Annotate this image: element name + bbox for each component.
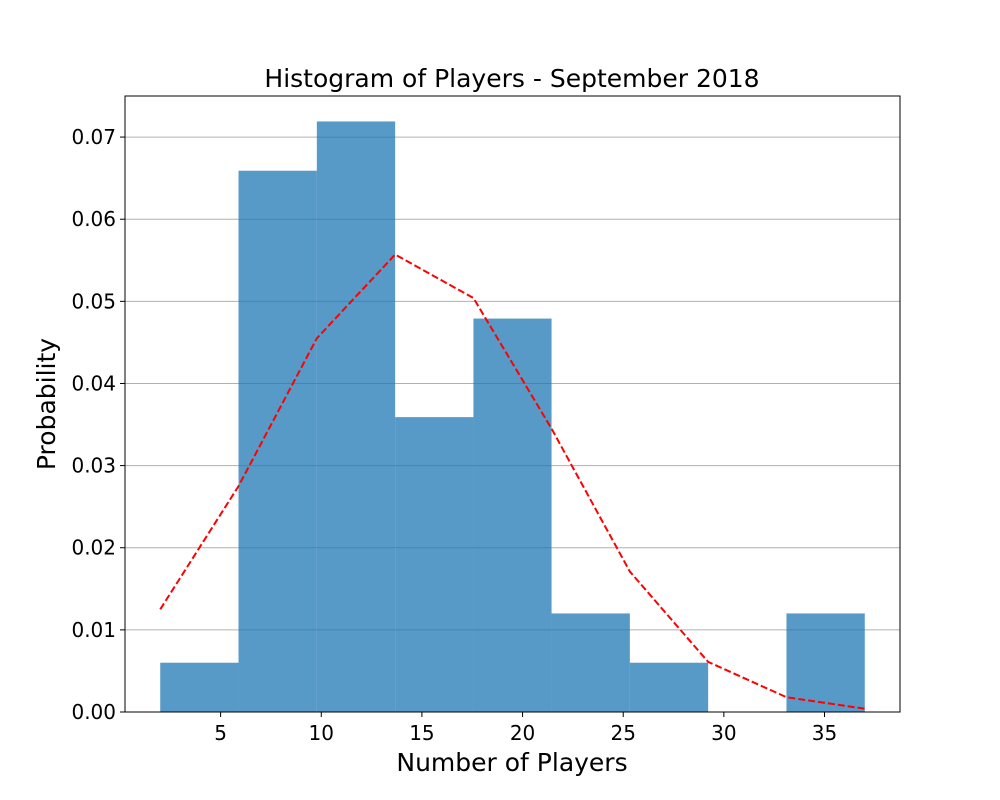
y-tick-label: 0.03 bbox=[71, 454, 116, 478]
x-tick-label: 5 bbox=[214, 721, 227, 745]
histogram-bar bbox=[238, 170, 317, 712]
density-curve-line bbox=[159, 253, 865, 710]
y-tick-label: 0.04 bbox=[71, 371, 116, 395]
histogram-bar bbox=[160, 662, 239, 712]
x-tick-label: 25 bbox=[610, 721, 635, 745]
histogram-bars bbox=[160, 121, 865, 713]
x-tick-label: 20 bbox=[510, 721, 535, 745]
x-tick-label: 30 bbox=[711, 721, 736, 745]
y-tick-label: 0.07 bbox=[71, 125, 116, 149]
histogram-bar bbox=[786, 613, 865, 712]
plot-frame bbox=[124, 95, 901, 713]
density-curve bbox=[159, 253, 865, 710]
chart-title: Histogram of Players - September 2018 bbox=[264, 64, 759, 93]
y-axis-ticks: 0.00 0.01 0.02 0.03 0.04 0.05 0.06 0.07 bbox=[71, 125, 125, 724]
histogram-bar bbox=[316, 121, 396, 713]
x-axis-label: Number of Players bbox=[396, 748, 627, 777]
y-tick-label: 0.05 bbox=[71, 289, 116, 313]
x-axis-ticks: 5 10 15 20 25 30 35 bbox=[214, 712, 837, 745]
y-tick-label: 0.02 bbox=[71, 536, 116, 560]
y-tick-label: 0.00 bbox=[71, 700, 116, 724]
histogram-bar bbox=[395, 417, 474, 712]
y-tick-label: 0.01 bbox=[71, 618, 116, 642]
x-tick-label: 35 bbox=[812, 721, 837, 745]
histogram-bar bbox=[551, 613, 630, 712]
histogram-bar bbox=[473, 318, 552, 712]
y-axis-label: Probability bbox=[32, 338, 61, 470]
histogram-bar bbox=[629, 662, 709, 712]
x-tick-label: 10 bbox=[309, 721, 334, 745]
y-tick-label: 0.06 bbox=[71, 207, 116, 231]
x-tick-label: 15 bbox=[409, 721, 434, 745]
